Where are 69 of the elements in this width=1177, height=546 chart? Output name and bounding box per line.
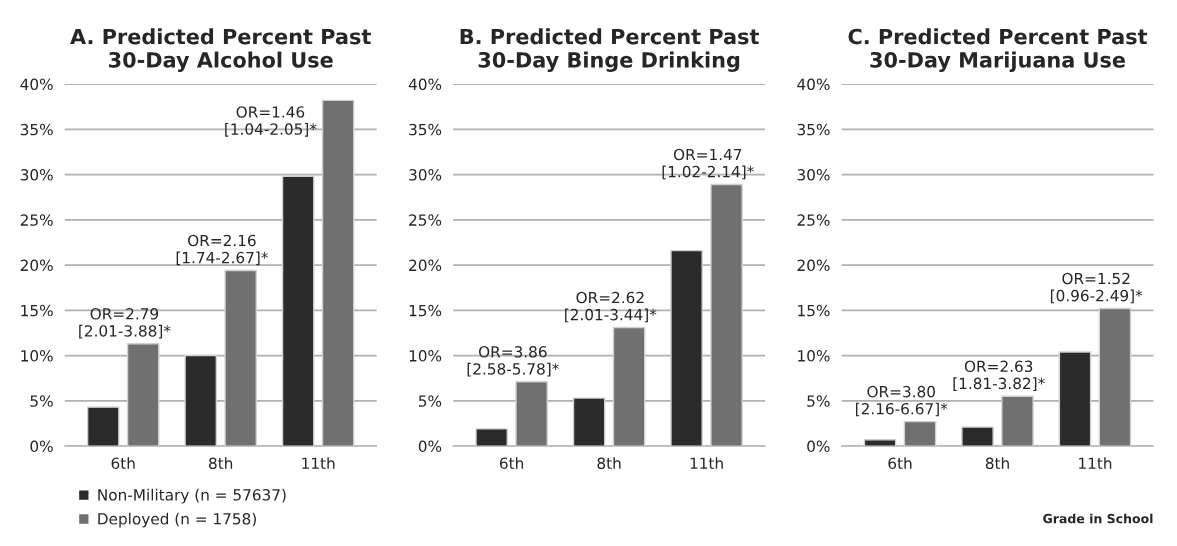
y-tick-label: 5%	[807, 395, 830, 407]
y-tick-label: 10%	[21, 350, 53, 362]
bar	[281, 175, 315, 447]
chart-title: A. Predicted Percent Past 30-Day Alcohol Use	[70, 28, 371, 72]
y-tick-label: 30%	[797, 169, 830, 181]
annotation: OR=1.47 [1.02-2.14]*	[662, 148, 754, 180]
annotation: OR=3.86 [2.58-5.78]*	[467, 346, 559, 377]
bar	[184, 354, 217, 447]
y-tick-label: 40%	[20, 78, 53, 91]
x-tick-label: 6th	[500, 457, 524, 470]
annotation: OR=2.79 [2.01-3.88]*	[79, 308, 171, 339]
y-tick-label: 25%	[20, 214, 53, 226]
bar	[475, 428, 508, 447]
x-tick-label: 8th	[597, 457, 621, 470]
y-tick-label: 30%	[20, 169, 53, 181]
y-tick-label: 40%	[797, 78, 830, 91]
y-tick-label: 0%	[30, 440, 53, 453]
y-tick-label: 25%	[409, 214, 442, 226]
annotation: OR=3.80 [2.16-6.67]*	[856, 385, 948, 417]
x-tick-label: 8th	[209, 457, 233, 470]
y-tick-label: 35%	[797, 123, 830, 136]
y-tick-label: 5%	[418, 395, 442, 407]
bar	[710, 183, 743, 447]
annotation: OR=1.52 [0.96-2.49]*	[1050, 272, 1143, 304]
y-tick-label: 10%	[409, 350, 442, 362]
annotation: OR=2.62 [2.01-3.44]*	[565, 291, 657, 323]
y-tick-label: 0%	[418, 440, 442, 453]
legend-label: Non-Military (n = 57637)	[98, 488, 286, 504]
y-tick-label: 35%	[20, 123, 53, 136]
bar	[670, 249, 703, 447]
x-tick-label: 8th	[985, 457, 1009, 470]
bar	[1001, 395, 1034, 447]
y-tick-label: 5%	[30, 395, 53, 407]
y-tick-label: 40%	[408, 78, 442, 91]
bar	[321, 99, 355, 447]
x-tick-label: 6th	[888, 457, 912, 470]
bar	[961, 426, 994, 447]
x-axis-title: Grade in School	[1043, 513, 1153, 524]
y-tick-label: 30%	[409, 169, 442, 181]
y-tick-label: 25%	[797, 214, 830, 226]
bar	[224, 269, 257, 447]
bar	[903, 420, 937, 447]
y-tick-label: 20%	[409, 259, 442, 272]
y-tick-label: 15%	[798, 304, 830, 317]
bar	[1098, 307, 1132, 447]
x-tick-label: 6th	[111, 457, 135, 470]
annotation: OR=2.63 [1.81-3.82]*	[953, 360, 1045, 391]
bar	[86, 406, 120, 447]
legend-label: Deployed (n = 1758)	[98, 512, 256, 528]
y-tick-label: 35%	[409, 123, 442, 136]
bar	[1058, 351, 1092, 447]
bar	[572, 397, 606, 447]
y-tick-label: 10%	[798, 350, 830, 362]
y-tick-label: 15%	[409, 304, 442, 317]
annotation: OR=1.46 [1.04-2.05]*	[225, 106, 317, 137]
annotation: OR=2.16 [1.74-2.67]*	[176, 234, 268, 266]
bar	[863, 439, 897, 447]
bar	[515, 381, 548, 447]
chart-title: C. Predicted Percent Past 30-Day Marijuana Use	[848, 28, 1148, 72]
y-tick-label: 0%	[807, 440, 830, 453]
y-tick-label: 20%	[797, 259, 830, 272]
bar	[126, 343, 160, 447]
x-tick-label: 11th	[1079, 457, 1112, 469]
bar	[612, 326, 646, 447]
y-tick-label: 15%	[21, 304, 53, 317]
x-tick-label: 11th	[690, 457, 723, 469]
chart-title: B. Predicted Percent Past 30-Day Binge Drinking	[460, 28, 759, 72]
y-tick-label: 20%	[20, 259, 53, 272]
x-tick-label: 11th	[302, 457, 335, 469]
